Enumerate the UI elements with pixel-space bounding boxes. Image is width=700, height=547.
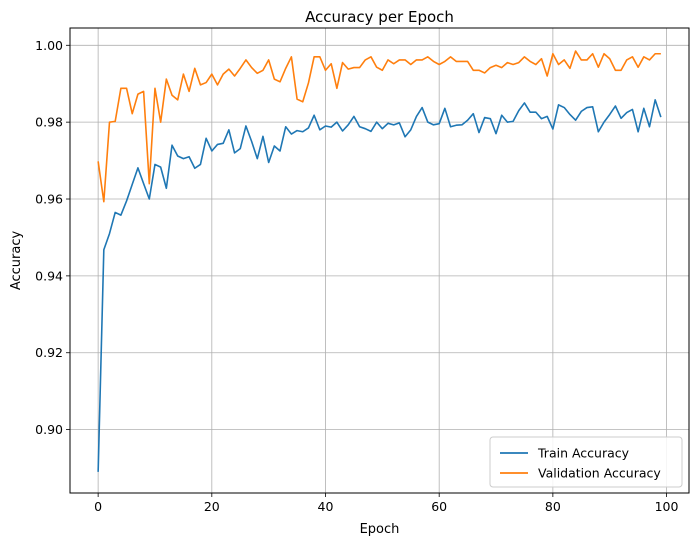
x-tick-label: 0 [94, 499, 102, 514]
y-tick-label: 0.98 [35, 115, 63, 130]
grid [70, 28, 689, 493]
y-tick-label: 0.96 [35, 192, 63, 207]
chart-title: Accuracy per Epoch [305, 8, 454, 26]
legend-box [489, 436, 683, 488]
legend-entry-label: Train Accuracy [537, 446, 630, 461]
validation-accuracy-line [97, 50, 661, 203]
series-lines [97, 50, 662, 472]
x-tick-label: 60 [431, 499, 447, 514]
legend-entry-label: Validation Accuracy [538, 466, 661, 481]
x-tick-label: 80 [545, 499, 561, 514]
axis-ticks: 0 20 40 60 80 100 0.90 0.92 0.94 0.96 0.98 1.00 [35, 38, 678, 514]
y-axis-label: Accuracy [9, 231, 24, 291]
plot-frame [69, 27, 690, 494]
x-axis-label: Epoch [360, 522, 400, 537]
x-tick-label: 40 [318, 499, 334, 514]
y-tick-label: 0.92 [35, 345, 63, 360]
train-accuracy-line [97, 99, 662, 472]
y-tick-label: 0.90 [35, 422, 63, 437]
legend: Train Accuracy Validation Accuracy [489, 436, 683, 488]
x-tick-label: 20 [204, 499, 220, 514]
y-tick-label: 1.00 [35, 38, 63, 53]
y-tick-label: 0.94 [35, 268, 63, 283]
x-tick-label: 100 [655, 499, 679, 514]
